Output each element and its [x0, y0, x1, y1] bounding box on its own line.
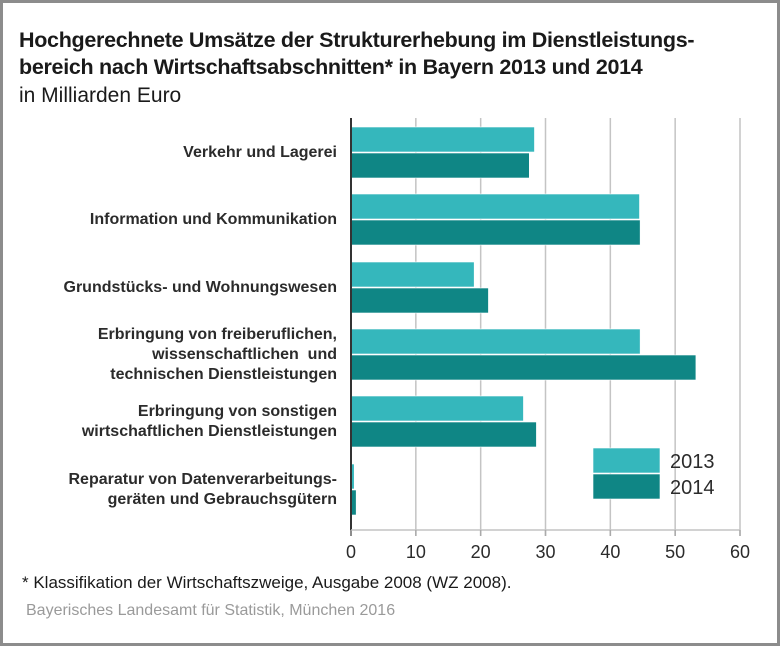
x-tick-labels: 0 10 20 30 40 50 60 [346, 542, 750, 562]
category-label: Reparatur von Datenverarbeitungs- geräte… [68, 470, 337, 508]
source-note: Bayerisches Landesamt für Statistik, Mün… [26, 602, 396, 619]
x-tick-label: 60 [730, 542, 750, 562]
bar-2013 [350, 395, 524, 422]
title-line-2: bereich nach Wirtschaftsabschnitten* in … [19, 55, 643, 79]
x-tick-label: 0 [346, 542, 356, 562]
x-tick-label: 20 [471, 542, 491, 562]
bar-2014 [350, 421, 537, 448]
x-tick-label: 10 [406, 542, 426, 562]
bar-2013 [350, 261, 475, 288]
chart-title: Hochgerechnete Umsätze der Strukturerheb… [19, 27, 695, 81]
bar-2014 [350, 152, 530, 179]
category-label: Erbringung von freiberuflichen, wissensc… [97, 325, 337, 383]
chart-subtitle: in Milliarden Euro [19, 84, 182, 107]
title-line-1: Hochgerechnete Umsätze der Strukturerheb… [19, 28, 695, 52]
category-label: Verkehr und Lagerei [183, 143, 337, 161]
category-label: Grundstücks- und Wohnungswesen [63, 278, 338, 296]
bar-2014 [350, 219, 641, 246]
legend-label-2014: 2014 [670, 477, 715, 499]
x-tick-label: 40 [600, 542, 620, 562]
axes [350, 118, 741, 536]
x-tick-label: 30 [535, 542, 555, 562]
legend-label-2013: 2013 [670, 451, 715, 473]
bar-2013 [350, 328, 641, 355]
x-tick-label: 50 [665, 542, 685, 562]
bars [350, 126, 697, 516]
bar-2014 [350, 354, 697, 381]
footnote: * Klassifikation der Wirtschaftszweige, … [22, 573, 512, 592]
legend-swatch-2013 [592, 447, 661, 474]
legend: 2013 2014 [592, 447, 715, 500]
bar-2013 [350, 126, 535, 153]
gridlines [415, 118, 741, 536]
legend-swatch-2014 [592, 473, 661, 500]
bar-2014 [350, 287, 489, 314]
bar-2013 [350, 193, 640, 220]
category-label: Erbringung von sonstigen wirtschaftliche… [81, 402, 337, 440]
category-label: Information und Kommunikation [89, 210, 337, 228]
